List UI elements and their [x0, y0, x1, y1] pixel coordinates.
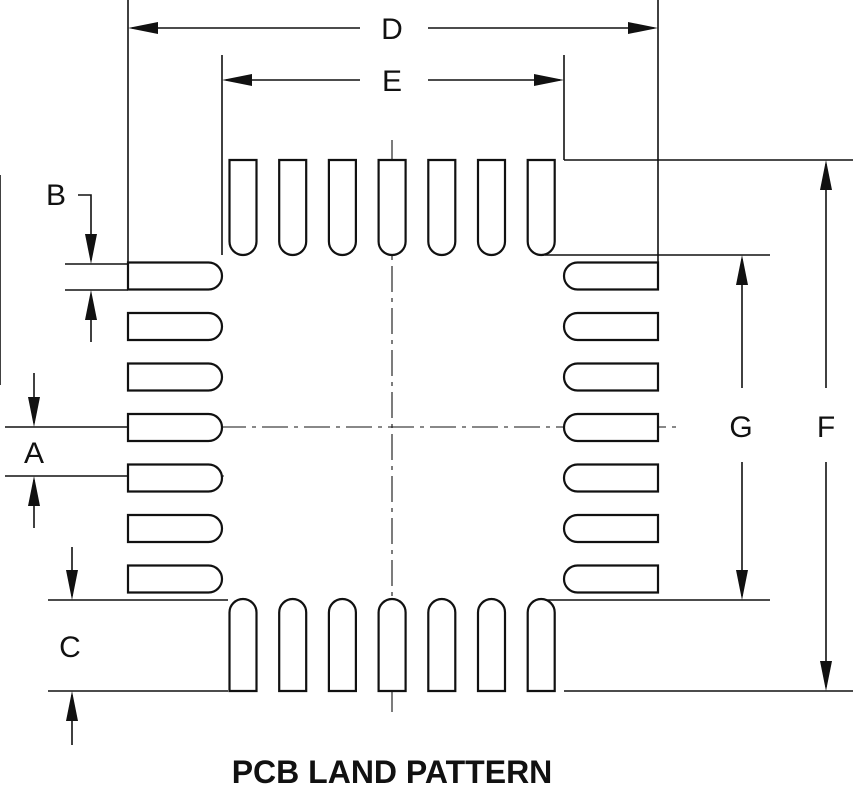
bottom-pad [377, 597, 407, 693]
top-pad [427, 158, 457, 257]
left-pad [126, 412, 224, 443]
top-pad [327, 158, 357, 257]
label-f: F [817, 411, 835, 444]
right-pad [562, 463, 660, 493]
arrowhead [128, 22, 158, 34]
dimension-b: B [46, 179, 97, 342]
top-pad [278, 158, 308, 257]
label-c: C [59, 631, 81, 664]
bottom-pad [427, 597, 457, 693]
top-pad [526, 158, 556, 257]
top-pad [228, 158, 258, 257]
dimension-a: A [24, 373, 44, 528]
drawing-title: PCB LAND PATTERN [232, 754, 553, 790]
arrowhead [28, 397, 40, 427]
bottom-pad [278, 597, 308, 693]
right-pad [562, 311, 660, 342]
extension-lines [0, 0, 853, 692]
arrowhead [85, 234, 97, 264]
arrowhead [736, 570, 748, 600]
arrowhead [85, 290, 97, 320]
dimension-g: G [729, 255, 753, 600]
right-pad [562, 362, 660, 392]
arrowhead [534, 74, 564, 86]
top-pad [377, 158, 407, 257]
land-pads [126, 158, 660, 693]
right-pad [562, 513, 660, 544]
dimension-d: D [128, 13, 658, 46]
top-pad [476, 158, 507, 257]
label-b: B [46, 179, 66, 212]
left-pad [126, 311, 224, 342]
right-pad [562, 564, 660, 594]
bottom-pad [228, 597, 258, 693]
bottom-pad [476, 597, 507, 693]
arrowhead [820, 160, 832, 190]
label-d: D [381, 13, 403, 46]
label-a: A [24, 437, 44, 470]
arrowhead [66, 691, 78, 721]
dimension-e: E [222, 65, 564, 98]
bottom-pad [327, 597, 357, 693]
arrowhead [222, 74, 252, 86]
arrowhead [736, 255, 748, 285]
arrowhead [66, 570, 78, 600]
arrowhead [820, 661, 832, 691]
dimension-c: C [59, 547, 81, 745]
dimension-f: F [817, 160, 835, 691]
left-pad [126, 564, 224, 594]
left-pad [126, 513, 224, 544]
left-pad [126, 261, 224, 291]
left-pad [126, 463, 224, 493]
right-pad [562, 261, 660, 291]
arrowhead [28, 476, 40, 506]
arrowhead [628, 22, 658, 34]
bottom-pad [526, 597, 556, 693]
right-pad [562, 412, 660, 443]
label-e: E [382, 65, 402, 98]
label-g: G [729, 411, 752, 444]
left-pad [126, 362, 224, 392]
